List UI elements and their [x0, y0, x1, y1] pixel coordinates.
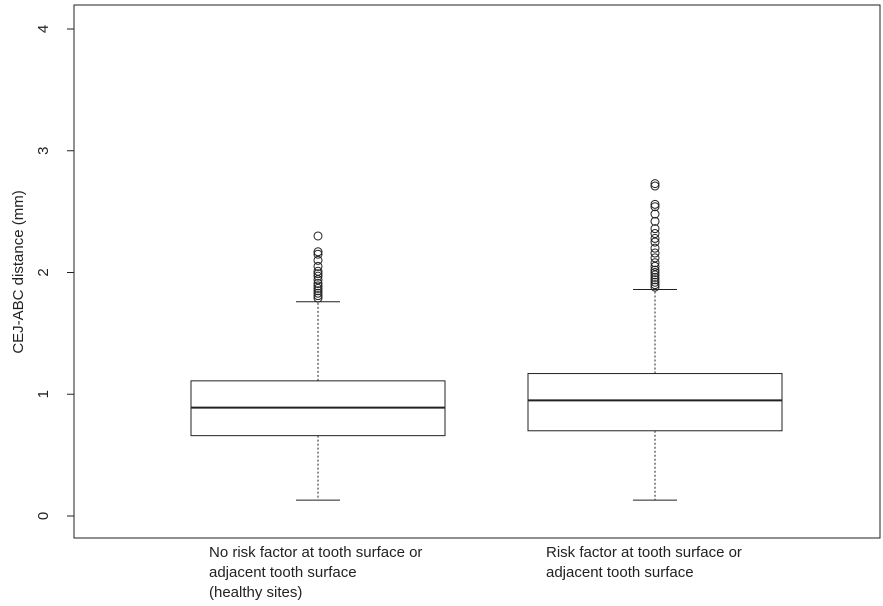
y-axis: 0 1 2 3 4 — [35, 25, 74, 520]
y-tick-label: 2 — [35, 268, 52, 276]
category-label: adjacent tooth surface — [546, 564, 694, 581]
category-labels: No risk factor at tooth surface or adjace… — [209, 544, 742, 601]
category-label: Risk factor at tooth surface or — [546, 544, 742, 561]
outlier-point — [651, 217, 659, 225]
box-iqr — [528, 374, 782, 431]
box-group — [191, 180, 782, 501]
y-axis-title: CEJ-ABC distance (mm) — [10, 190, 27, 353]
outlier-point — [651, 210, 659, 218]
outlier-point — [651, 230, 659, 238]
y-tick-label: 4 — [35, 25, 52, 33]
y-tick-label: 0 — [35, 512, 52, 520]
outlier-point — [314, 232, 322, 240]
outlier-point — [651, 249, 659, 257]
category-label: (healthy sites) — [209, 584, 302, 601]
category-label: adjacent tooth surface — [209, 564, 357, 581]
y-tick-label: 3 — [35, 147, 52, 155]
category-label: No risk factor at tooth surface or — [209, 544, 422, 561]
plot-frame — [74, 5, 880, 538]
outlier-point — [651, 254, 659, 262]
outlier-point — [651, 225, 659, 233]
y-tick-label: 1 — [35, 390, 52, 398]
